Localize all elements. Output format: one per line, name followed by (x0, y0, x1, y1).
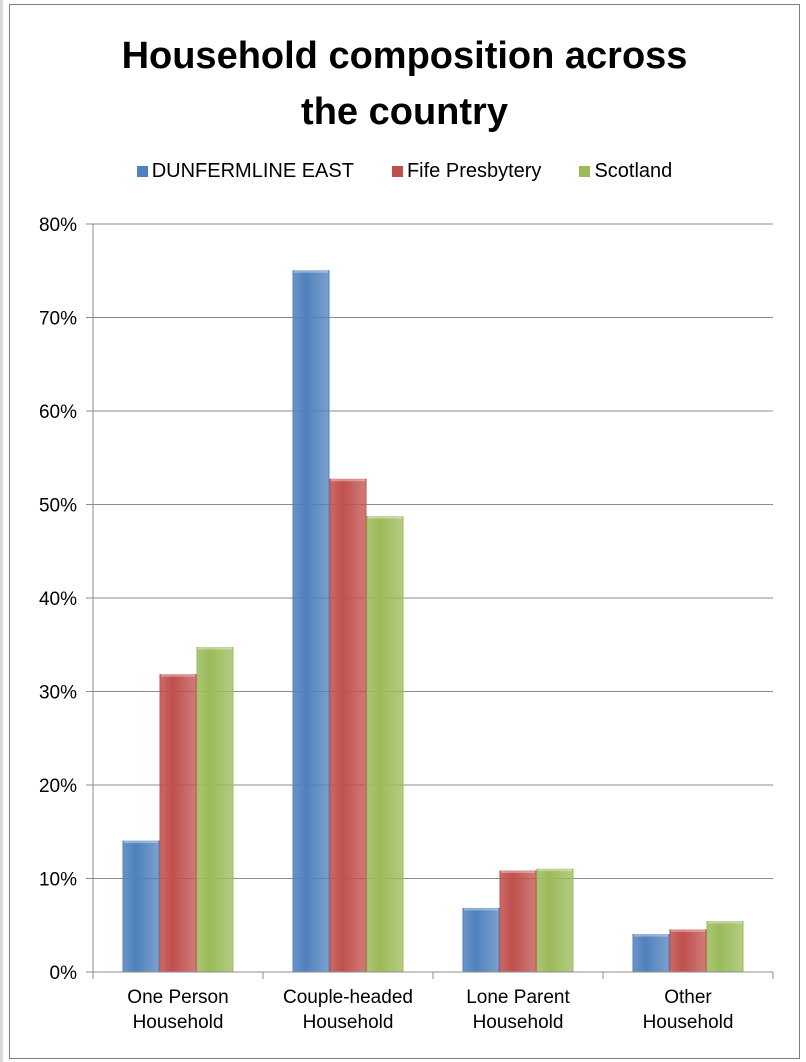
bar-top-highlight (124, 840, 158, 844)
bar-top-highlight (294, 269, 328, 273)
legend-label-series-3: Scotland (594, 160, 673, 182)
legend-item-series-2: Fife Presbytery (391, 160, 542, 183)
legend-item-series-3: Scotland (579, 160, 672, 183)
bar-dunfermline-east-3 (462, 907, 500, 973)
bar-dunfermline-east-4 (632, 934, 670, 973)
x-category-label: Household (133, 1012, 224, 1033)
legend-item-series-1: DUNFERMLINE EAST (136, 160, 354, 183)
bar-scotland-2 (366, 516, 404, 973)
bar-top-highlight (634, 933, 668, 937)
bar-top-highlight (368, 515, 402, 519)
bar-top-highlight (161, 673, 195, 677)
bar-fife-presbytery-3 (499, 870, 537, 973)
x-axis-category-labels: One Person Household Couple-headed Househol… (127, 987, 733, 1033)
bar-top-highlight (671, 928, 705, 932)
chart-title-line-1: Household composition across (121, 35, 688, 77)
x-category-label: Lone Parent (466, 987, 570, 1008)
y-tick-label: 20% (39, 776, 77, 797)
legend-label-series-1: DUNFERMLINE EAST (151, 160, 354, 182)
x-category-label: One Person (127, 987, 228, 1008)
y-tick-label: 10% (39, 870, 77, 891)
legend-swatch-series-1 (136, 166, 148, 177)
x-category-label: Couple-headed (283, 987, 413, 1008)
gridlines (93, 223, 773, 879)
x-category-label: Other (664, 987, 712, 1008)
y-tick-label: 40% (39, 589, 77, 610)
y-tick-label: 60% (39, 402, 77, 423)
chart-title: Household composition across the country (9, 28, 800, 140)
bar-dunfermline-east-2 (292, 270, 330, 973)
page-edge-rule (0, 0, 3, 1062)
bar-top-highlight (708, 920, 742, 924)
bar-top-highlight (538, 868, 572, 872)
bar-group (122, 269, 744, 973)
y-axis-tick-labels: 0% 10% 20% 30% 40% 50% 60% 70% 80% (39, 215, 77, 984)
bar-top-highlight (464, 907, 498, 911)
y-tick-label: 30% (39, 683, 77, 704)
x-category-label: Household (473, 1012, 564, 1033)
y-tick-label: 80% (39, 215, 77, 236)
legend-swatch-series-2 (391, 166, 403, 177)
y-tick-label: 70% (39, 309, 77, 330)
bar-dunfermline-east-1 (122, 840, 160, 973)
bar-top-highlight (198, 646, 232, 650)
legend-label-series-2: Fife Presbytery (406, 160, 542, 182)
y-tick-label: 50% (39, 496, 77, 517)
chart-title-line-2: the country (301, 91, 508, 133)
bar-fife-presbytery-2 (329, 478, 367, 973)
bar-scotland-1 (196, 647, 234, 973)
bar-scotland-4 (706, 921, 744, 973)
axes (86, 223, 774, 979)
y-tick-label: 0% (50, 963, 78, 984)
x-category-label: Household (643, 1012, 734, 1033)
legend-swatch-series-3 (579, 166, 591, 177)
bar-top-highlight (501, 870, 535, 874)
bar-scotland-3 (536, 868, 574, 973)
bar-fife-presbytery-4 (669, 929, 707, 973)
bar-fife-presbytery-1 (159, 674, 197, 973)
chart-legend: DUNFERMLINE EAST Fife Presbytery Scotlan… (9, 160, 800, 183)
bar-top-highlight (331, 478, 365, 482)
x-category-label: Household (303, 1012, 394, 1033)
